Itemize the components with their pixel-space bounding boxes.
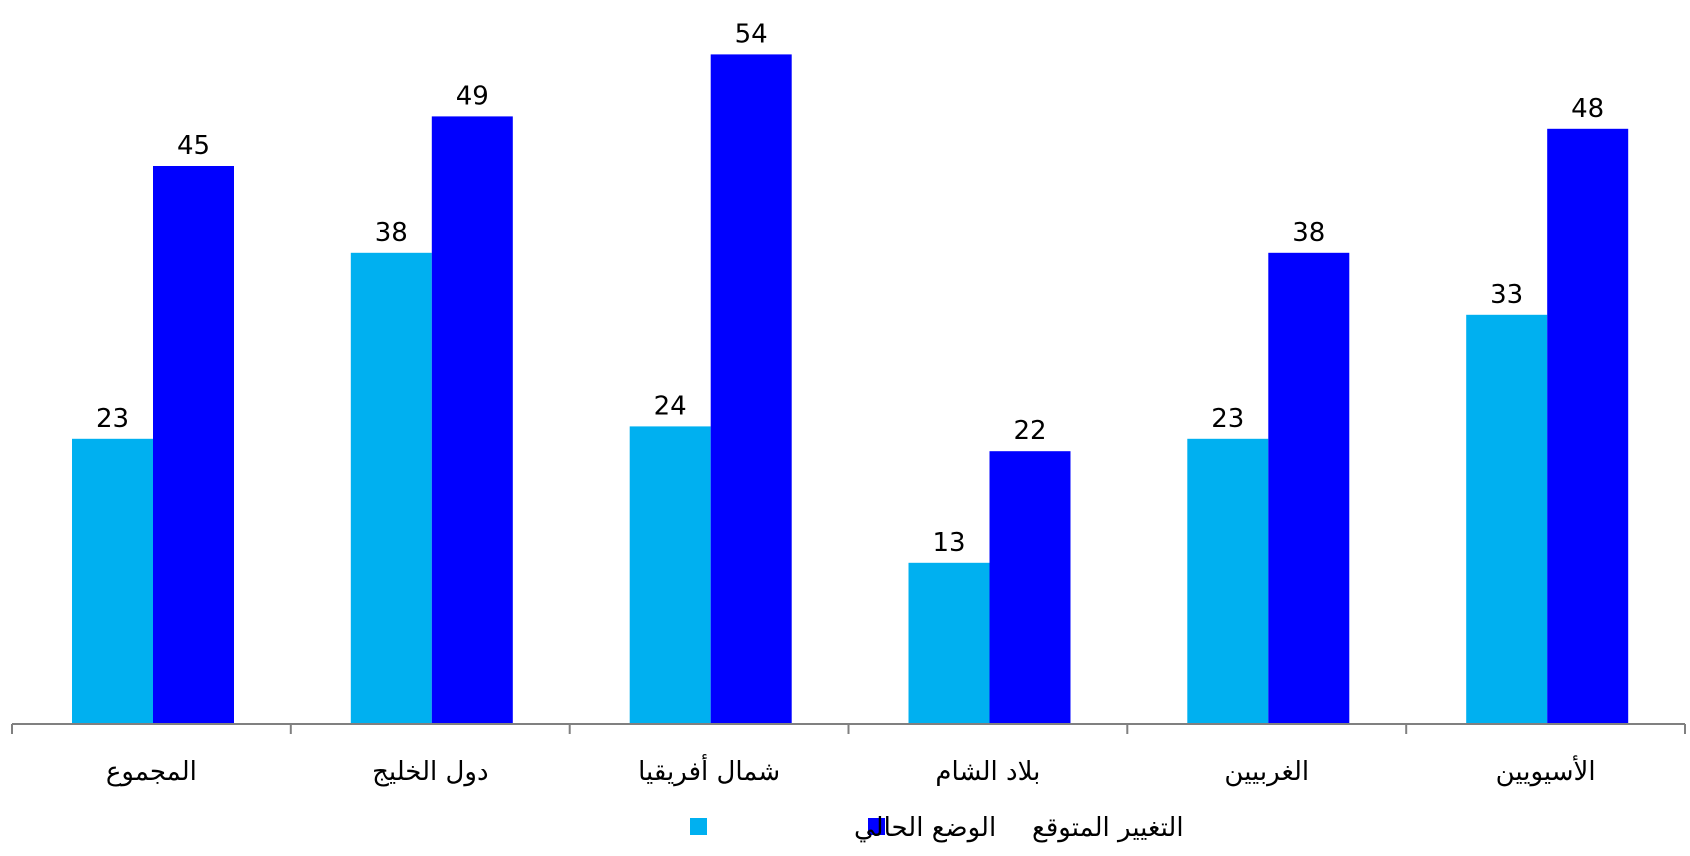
data-label: 22	[1013, 416, 1046, 446]
bar	[989, 451, 1071, 724]
value-labels-group: 23 45 38 49 24 54 13 22 23 38 33 48	[96, 19, 1604, 557]
category-label: بلاد الشام	[935, 757, 1040, 787]
legend-swatch	[690, 818, 707, 835]
bar	[1187, 438, 1269, 724]
data-label: 54	[735, 19, 768, 49]
bar	[350, 252, 432, 725]
data-label: 38	[1292, 218, 1325, 248]
category-label: المجموع	[106, 757, 197, 787]
data-label: 45	[177, 131, 210, 161]
data-label: 38	[375, 218, 408, 248]
bar	[1547, 128, 1629, 725]
data-label: 49	[456, 81, 489, 111]
bar	[1466, 314, 1548, 724]
category-label: الغربيين	[1224, 757, 1309, 787]
category-label: شمال أفريقيا	[638, 753, 780, 787]
bars-group	[72, 54, 1629, 725]
data-label: 23	[1211, 404, 1244, 434]
bar	[629, 426, 711, 724]
legend-swatch	[868, 818, 885, 835]
data-label: 23	[96, 404, 129, 434]
category-label: الأسيويين	[1496, 754, 1596, 787]
legend: التغيير المتوقع الوضع الحالي	[690, 813, 1184, 843]
legend-label: التغيير المتوقع	[1032, 813, 1184, 843]
bar	[153, 166, 234, 724]
x-axis-ticks	[11, 724, 1686, 734]
data-label: 33	[1490, 280, 1523, 310]
bar	[908, 562, 990, 724]
legend-label: الوضع الحالي	[854, 813, 996, 843]
bar	[72, 438, 153, 724]
data-label: 24	[654, 391, 687, 421]
category-labels-group: المجموع دول الخليج شمال أفريقيا بلاد الشام ا…	[106, 753, 1596, 787]
bar	[431, 116, 513, 724]
category-label: دول الخليج	[372, 757, 488, 787]
data-label: 48	[1571, 94, 1604, 124]
bar	[710, 54, 792, 724]
bar	[1268, 252, 1350, 725]
data-label: 13	[932, 528, 965, 558]
